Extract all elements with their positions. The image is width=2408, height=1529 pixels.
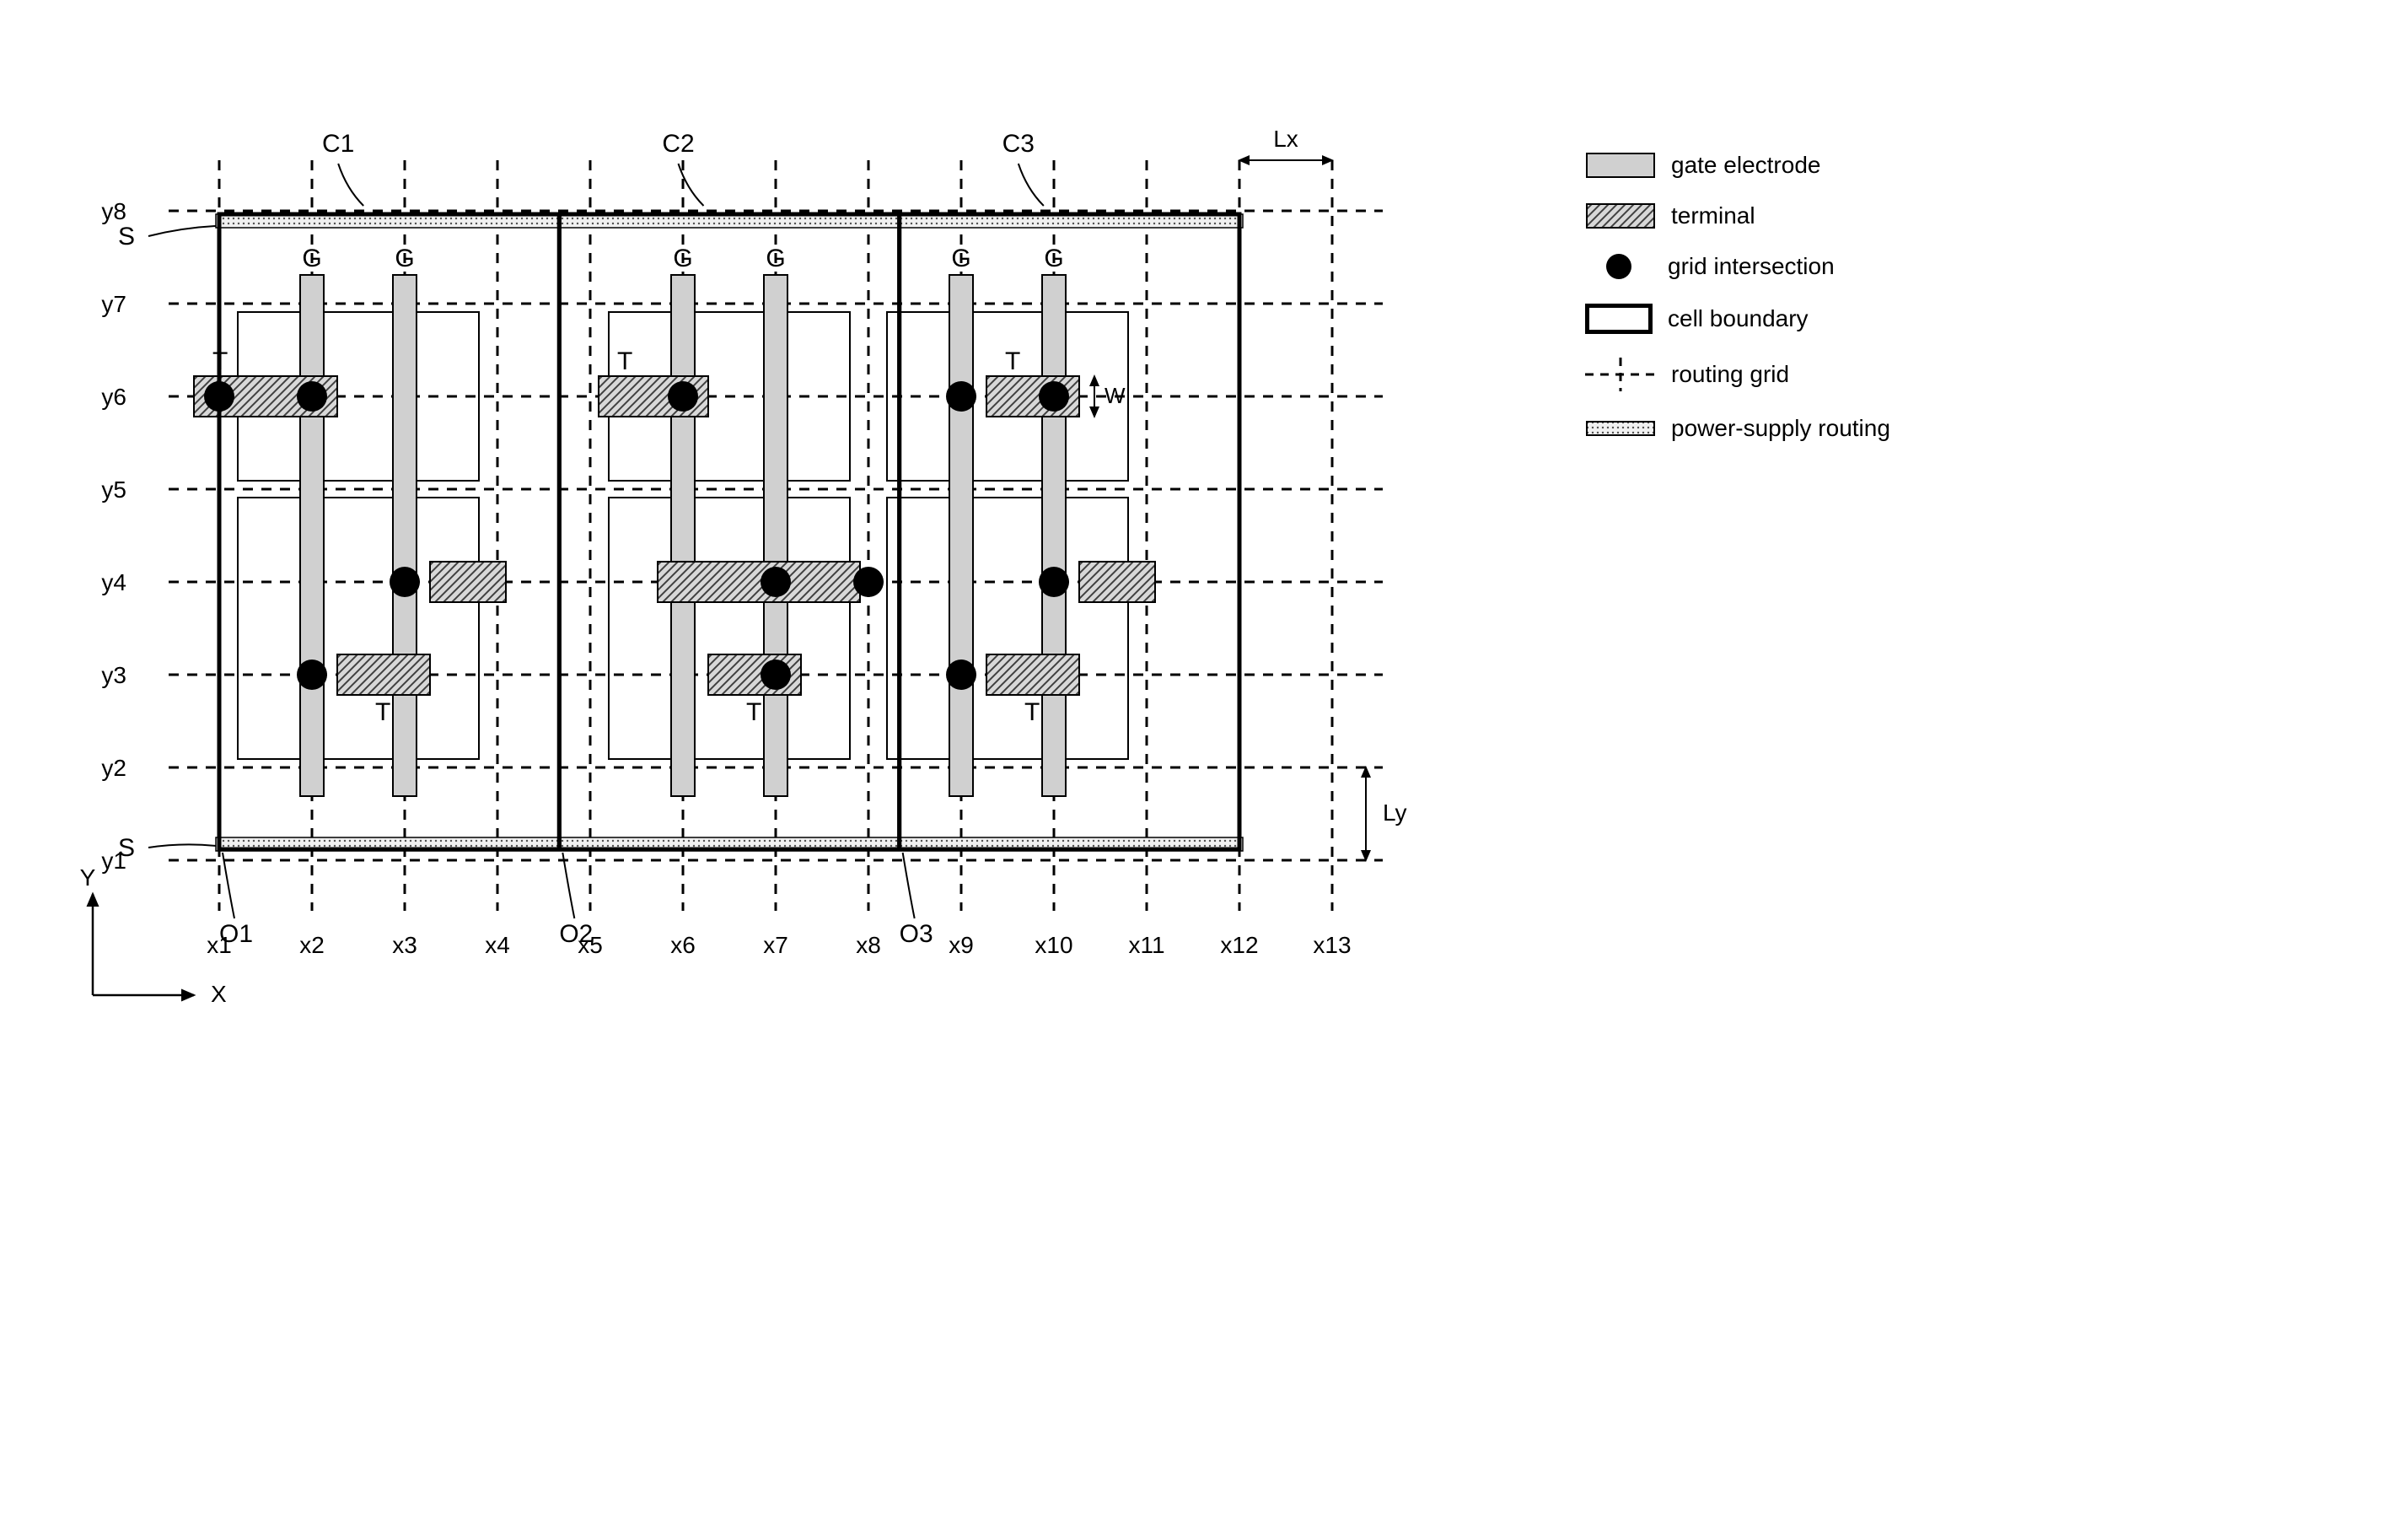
gate-label: G bbox=[951, 245, 970, 272]
legend-power: power-supply routing bbox=[1585, 415, 1890, 442]
grid-intersection-dot bbox=[297, 381, 327, 412]
legend: gate electrode terminal grid intersectio… bbox=[1585, 152, 1890, 466]
y-axis-label: y4 bbox=[101, 569, 126, 595]
legend-label: gate electrode bbox=[1671, 152, 1820, 179]
cell-label: C1 bbox=[322, 130, 354, 158]
terminal bbox=[1079, 562, 1155, 602]
legend-dot: grid intersection bbox=[1585, 253, 1890, 280]
s-label: S bbox=[118, 223, 135, 250]
leader-line bbox=[338, 164, 363, 206]
grid-intersection-dot bbox=[946, 660, 976, 690]
axis-y-label: Y bbox=[80, 864, 96, 891]
cell-label: C2 bbox=[662, 130, 694, 158]
x-axis-label: x11 bbox=[1128, 932, 1164, 958]
x-axis-label: x13 bbox=[1313, 932, 1351, 958]
terminal-label: T bbox=[746, 698, 761, 726]
x-axis-label: x2 bbox=[299, 932, 325, 958]
axis-x-label: X bbox=[211, 981, 227, 1007]
gate-electrode bbox=[393, 275, 417, 796]
legend-label: routing grid bbox=[1671, 361, 1789, 388]
terminal bbox=[430, 562, 506, 602]
box-icon bbox=[1585, 304, 1653, 334]
y-axis-label: y2 bbox=[101, 755, 126, 781]
leader-line bbox=[903, 853, 915, 918]
x-axis-label: x8 bbox=[856, 932, 881, 958]
gate-electrode bbox=[671, 275, 695, 796]
x-axis-label: x4 bbox=[485, 932, 510, 958]
y-axis-label: y1 bbox=[101, 848, 126, 874]
legend-routing-grid: routing grid bbox=[1585, 358, 1890, 391]
y-axis-label: y3 bbox=[101, 662, 126, 688]
diffusion-lower bbox=[887, 498, 1128, 759]
terminal-label: T bbox=[375, 698, 390, 726]
y-axis-label: y5 bbox=[101, 476, 126, 503]
cell-boundary bbox=[219, 214, 559, 849]
origin-label: O1 bbox=[219, 920, 253, 948]
x-axis-label: x3 bbox=[392, 932, 417, 958]
x-axis-label: x7 bbox=[763, 932, 788, 958]
legend-boundary: cell boundary bbox=[1585, 304, 1890, 334]
grid-intersection-dot bbox=[1039, 381, 1069, 412]
gate-electrode bbox=[949, 275, 973, 796]
terminal-label: T bbox=[617, 347, 632, 375]
terminal bbox=[337, 654, 430, 695]
x-axis-label: x9 bbox=[949, 932, 974, 958]
legend-label: terminal bbox=[1671, 202, 1755, 229]
ly-label: Ly bbox=[1383, 799, 1407, 826]
gate-label: G bbox=[395, 245, 414, 272]
gate-label: G bbox=[302, 245, 321, 272]
terminal-label: T bbox=[1005, 347, 1020, 375]
grid-intersection-dot bbox=[297, 660, 327, 690]
grid-intersection-dot bbox=[390, 567, 420, 597]
lx-label: Lx bbox=[1273, 126, 1298, 152]
grid-intersection-dot bbox=[668, 381, 698, 412]
leader-line bbox=[148, 844, 216, 848]
diffusion-lower bbox=[238, 498, 479, 759]
gate-label: G bbox=[673, 245, 692, 272]
gate-label: G bbox=[1044, 245, 1063, 272]
grid-intersection-dot bbox=[946, 381, 976, 412]
w-label: W bbox=[1105, 383, 1126, 408]
dot-icon bbox=[1606, 254, 1631, 279]
grid-intersection-dot bbox=[853, 567, 884, 597]
gate-electrode bbox=[300, 275, 324, 796]
legend-label: power-supply routing bbox=[1671, 415, 1890, 442]
layout-svg: GGGGGGTTTTTWTC1C2C3SSLxLyx1x2x3x4x5x6x7x… bbox=[34, 34, 1535, 1046]
figure-container: GGGGGGTTTTTWTC1C2C3SSLxLyx1x2x3x4x5x6x7x… bbox=[34, 34, 2374, 1046]
gate-label: G bbox=[766, 245, 785, 272]
leader-line bbox=[223, 853, 234, 918]
gate-electrode bbox=[764, 275, 787, 796]
gate-electrode bbox=[1042, 275, 1066, 796]
legend-gate: gate electrode bbox=[1585, 152, 1890, 179]
terminal-label: T bbox=[1024, 698, 1040, 726]
diffusion-lower bbox=[609, 498, 850, 759]
legend-terminal: terminal bbox=[1585, 202, 1890, 229]
cell-boundary bbox=[559, 214, 899, 849]
x-axis-label: x10 bbox=[1035, 932, 1072, 958]
y-axis-label: y7 bbox=[101, 291, 126, 317]
grid-intersection-dot bbox=[761, 660, 791, 690]
y-axis-label: y8 bbox=[101, 198, 126, 224]
legend-label: grid intersection bbox=[1668, 253, 1835, 280]
leader-line bbox=[1019, 164, 1044, 206]
leader-line bbox=[562, 853, 574, 918]
grid-intersection-dot bbox=[1039, 567, 1069, 597]
leader-line bbox=[148, 226, 216, 236]
cell-label: C3 bbox=[1002, 130, 1035, 158]
legend-label: cell boundary bbox=[1668, 305, 1809, 332]
grid-intersection-dot bbox=[761, 567, 791, 597]
origin-label: O3 bbox=[900, 920, 933, 948]
terminal bbox=[986, 654, 1079, 695]
x-axis-label: x12 bbox=[1220, 932, 1258, 958]
diagram: GGGGGGTTTTTWTC1C2C3SSLxLyx1x2x3x4x5x6x7x… bbox=[34, 34, 1535, 1046]
x-axis-label: x6 bbox=[670, 932, 696, 958]
terminal bbox=[658, 562, 860, 602]
y-axis-label: y6 bbox=[101, 384, 126, 410]
origin-label: O2 bbox=[559, 920, 593, 948]
